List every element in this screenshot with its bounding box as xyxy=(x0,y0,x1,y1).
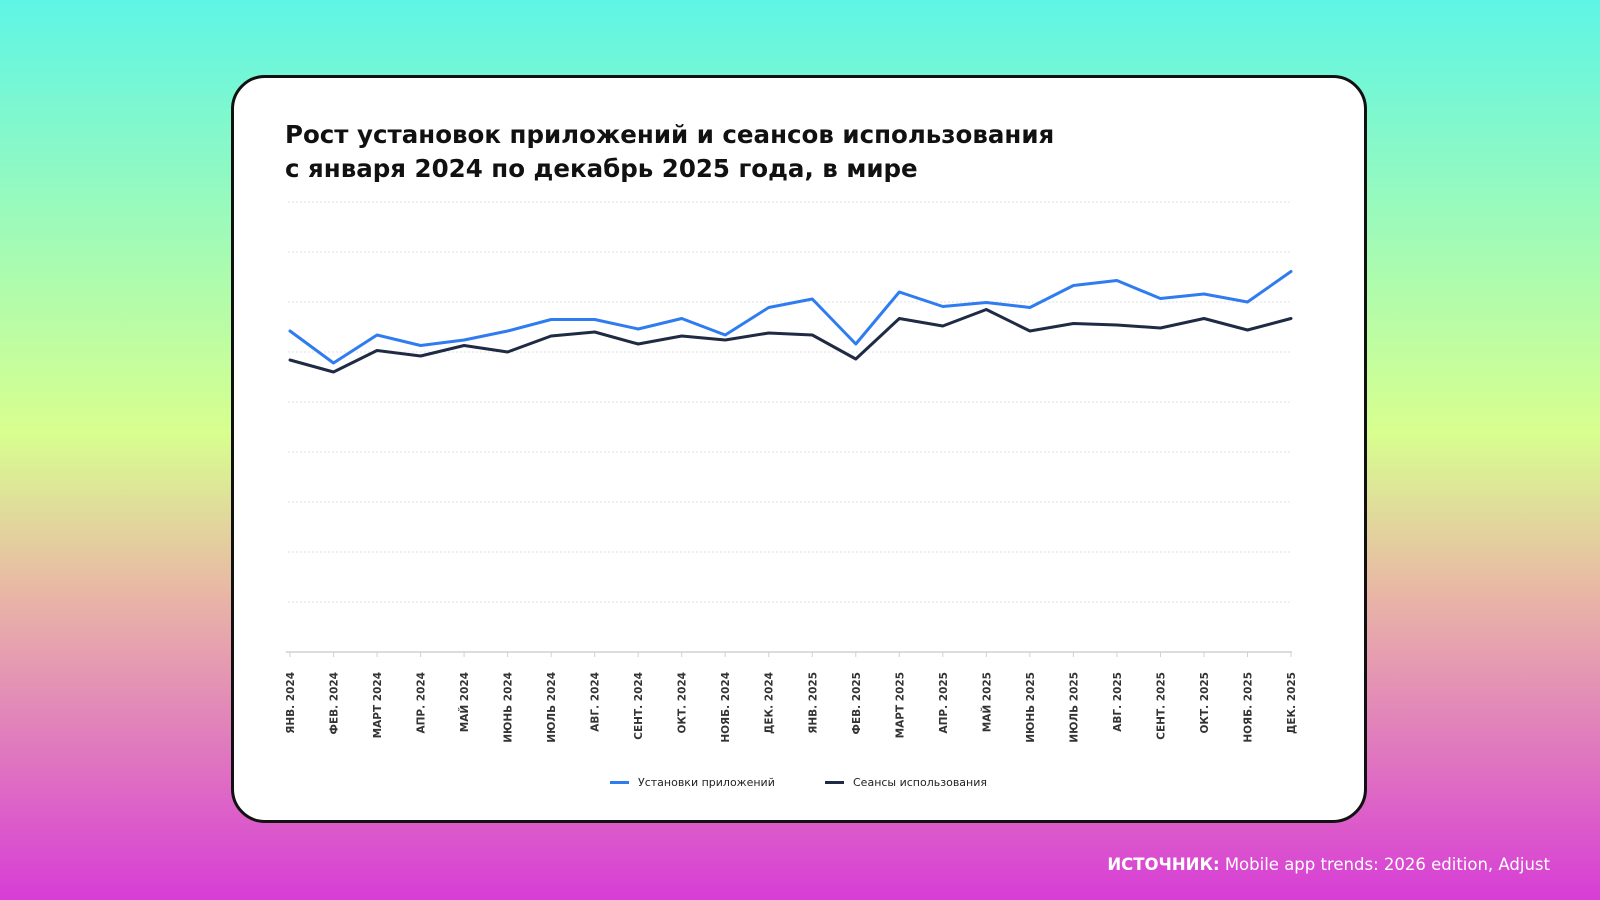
x-tick-label: ДЕК. 2024 xyxy=(764,672,776,734)
series-line-installs xyxy=(288,270,1293,365)
x-tick-label: АПР. 2025 xyxy=(938,672,950,733)
x-tick-label: ИЮЛЬ 2024 xyxy=(546,672,558,743)
x-tick-label: СЕНТ. 2025 xyxy=(1155,672,1167,740)
x-tick-label: НОЯБ. 2025 xyxy=(1242,672,1254,743)
x-tick-label: АПР. 2024 xyxy=(416,672,428,733)
chart-title-line-1: Рост установок приложений и сеансов испо… xyxy=(285,120,1055,149)
x-tick-label: ЯНВ. 2024 xyxy=(285,672,297,734)
chart-title-line-2: с января 2024 по декабрь 2025 года, в ми… xyxy=(285,154,918,183)
x-tick-label: ИЮНЬ 2024 xyxy=(503,672,515,743)
x-tick-label: ИЮЛЬ 2025 xyxy=(1068,672,1080,743)
x-tick-label: АВГ. 2025 xyxy=(1112,672,1124,732)
x-tick-label: ОКТ. 2024 xyxy=(677,672,689,734)
x-tick-label: МАРТ 2024 xyxy=(372,672,384,738)
x-tick-label: МАРТ 2025 xyxy=(894,672,906,738)
legend-item-installs: Установки приложений xyxy=(610,776,775,789)
legend-swatch-sessions xyxy=(825,781,844,784)
legend-swatch-installs xyxy=(610,781,629,784)
chart-title: Рост установок приложений и сеансов испо… xyxy=(285,118,1185,186)
source-label: ИСТОЧНИК: xyxy=(1107,855,1220,874)
x-tick-label: ЯНВ. 2025 xyxy=(807,672,819,734)
x-tick-label: ИЮНЬ 2025 xyxy=(1025,672,1037,743)
x-tick-label: ОКТ. 2025 xyxy=(1199,672,1211,734)
x-tick-label: МАЙ 2024 xyxy=(458,672,471,732)
x-tick-label: ФЕВ. 2025 xyxy=(851,672,863,734)
x-tick-label: МАЙ 2025 xyxy=(980,672,993,732)
series-line-sessions xyxy=(288,308,1293,374)
source-note: ИСТОЧНИК: Mobile app trends: 2026 editio… xyxy=(1107,855,1550,874)
x-tick-label: ДЕК. 2025 xyxy=(1286,672,1298,734)
chart-card xyxy=(231,75,1367,823)
x-tick-label: СЕНТ. 2024 xyxy=(633,672,645,740)
legend-label-installs: Установки приложений xyxy=(638,776,775,789)
legend-label-sessions: Сеансы использования xyxy=(853,776,988,789)
source-text: Mobile app trends: 2026 edition, Adjust xyxy=(1219,855,1550,874)
legend-item-sessions: Сеансы использования xyxy=(825,776,987,789)
x-tick-label: НОЯБ. 2024 xyxy=(720,672,732,743)
x-tick-label: АВГ. 2024 xyxy=(590,672,602,732)
x-tick-label: ФЕВ. 2024 xyxy=(329,672,341,734)
